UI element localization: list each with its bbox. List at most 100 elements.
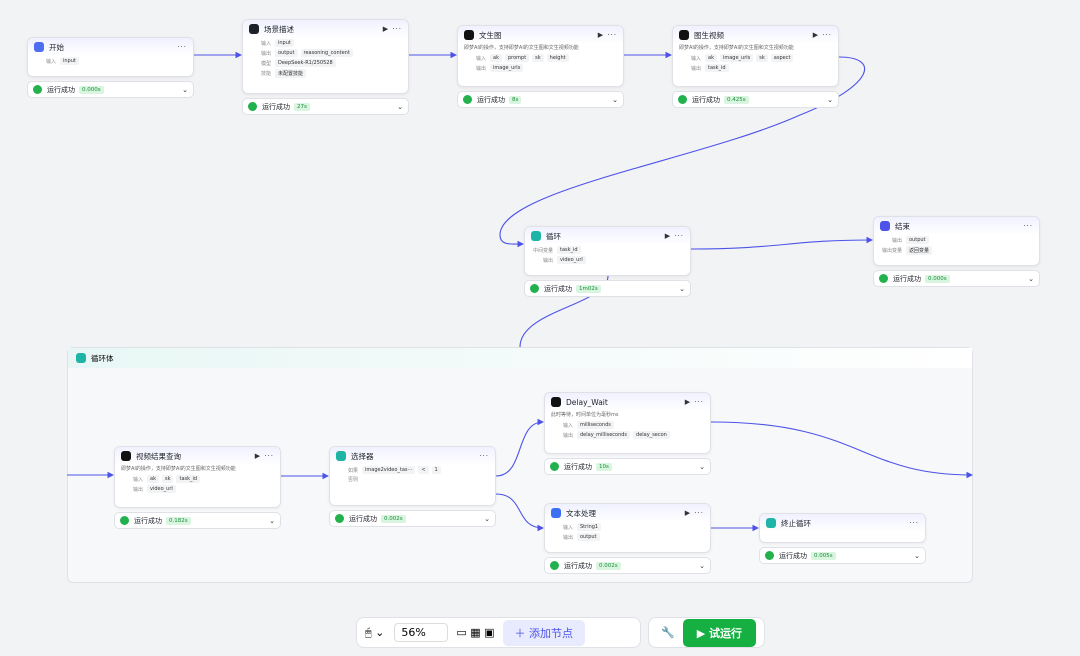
expand-icon[interactable]: ⌄: [269, 516, 275, 525]
status-text: 运行成功: [349, 514, 377, 523]
param-label: 输入: [132, 476, 143, 483]
workflow-node[interactable]: 终止循环 ···: [759, 513, 926, 543]
node-actions[interactable]: ▶ ···: [382, 25, 402, 33]
expand-icon[interactable]: ⌄: [1028, 274, 1034, 283]
icon-buttons[interactable]: ▭ ▦ ▣: [456, 626, 495, 639]
node-actions[interactable]: ▶ ···: [812, 31, 832, 39]
param-tag: ak: [705, 54, 717, 62]
loop-title: 循环体: [91, 353, 114, 363]
run-status[interactable]: 运行成功 1m02s ⌄: [524, 280, 691, 297]
settings-icon[interactable]: 🔧: [661, 626, 675, 639]
node-actions[interactable]: ▶ ···: [597, 31, 617, 39]
run-time: 0.002s: [596, 561, 621, 570]
edge: [690, 236, 874, 250]
status-icon: [550, 462, 559, 471]
workflow-node[interactable]: 循环 ▶ ··· 中间变量 task_id 输出 video_url: [524, 226, 691, 276]
workflow-node[interactable]: 选择器 ··· 如果 image2video_tas··· <1 否则: [329, 446, 496, 506]
node-title: 场景描述: [264, 24, 294, 34]
status-icon: [530, 284, 539, 293]
node-actions[interactable]: ···: [1023, 222, 1033, 230]
expand-icon[interactable]: ⌄: [699, 561, 705, 570]
run-status[interactable]: 运行成功 0.425s ⌄: [672, 91, 839, 108]
zoom[interactable]: 56%: [394, 623, 449, 642]
node-actions[interactable]: ···: [479, 452, 489, 460]
param-row: 输入 ak sk task_id: [115, 474, 280, 484]
status-text: 运行成功: [477, 95, 505, 104]
param-row: 输入 input: [243, 38, 408, 48]
run-time: 10s: [596, 462, 612, 471]
run-status[interactable]: 运行成功 27s ⌄: [242, 98, 409, 115]
param-row: 否则: [330, 475, 495, 484]
expand-icon[interactable]: ⌄: [699, 462, 705, 471]
expand-icon[interactable]: ⌄: [484, 514, 490, 523]
status-text: 运行成功: [544, 284, 572, 293]
run-status[interactable]: 运行成功 0.000s ⌄: [873, 270, 1040, 287]
node-title: Delay_Wait: [566, 397, 608, 407]
edge: [495, 418, 545, 477]
run-time: 8s: [509, 95, 522, 104]
node-header: 终止循环 ···: [760, 514, 925, 532]
workflow-node[interactable]: Delay_Wait ▶ ··· 此时等待，时间单位为毫秒ms 输入 milliseco…: [544, 392, 711, 454]
test-run-button[interactable]: ▶ 试运行: [682, 618, 756, 647]
param-label: 输出: [690, 65, 701, 72]
expand-icon[interactable]: ⌄: [679, 284, 685, 293]
param-tag: sk: [756, 54, 768, 62]
workflow-node[interactable]: 场景描述 ▶ ··· 输入 input 输出 output reasoning_conten…: [242, 19, 409, 94]
status-text: 运行成功: [692, 95, 720, 104]
param-label: 否则: [347, 477, 358, 483]
workflow-node[interactable]: 图生视频 ▶ ··· 即梦AI的操作，支持即梦AI的文生图和文生视频功能 输入 ak im…: [672, 25, 839, 87]
param-tag: image_urls: [719, 54, 754, 62]
run-status[interactable]: 运行成功 0.005s ⌄: [759, 547, 926, 564]
node-header: 文本处理 ▶ ···: [545, 504, 710, 522]
run-status[interactable]: 运行成功 0.182s ⌄: [114, 512, 281, 529]
node-description: 即梦AI的操作，支持即梦AI的文生图和文生视频功能: [121, 466, 236, 472]
node-title: 文生图: [479, 30, 502, 40]
node-description: 即梦AI的操作，支持即梦AI的文生图和文生视频功能: [464, 45, 579, 51]
expand-icon[interactable]: ⌄: [914, 551, 920, 560]
add-node-button[interactable]: ＋ 添加节点: [502, 619, 586, 646]
node-header: 结束 ···: [874, 217, 1039, 235]
node-actions[interactable]: ···: [177, 43, 187, 51]
run-status[interactable]: 运行成功 0.002s ⌄: [544, 557, 711, 574]
node-header: 图生视频 ▶ ···: [673, 26, 838, 44]
node-icon: [464, 30, 474, 40]
workflow-node[interactable]: 结束 ··· 输出 output 输出变量 返回变量: [873, 216, 1040, 266]
node-header: 视频结果查询 ▶ ···: [115, 447, 280, 465]
param-tag: image_urls: [490, 64, 524, 72]
param-label: 输出: [562, 432, 573, 439]
node-actions[interactable]: ···: [909, 519, 919, 527]
workflow-node[interactable]: 视频结果查询 ▶ ··· 即梦AI的操作，支持即梦AI的文生图和文生视频功能输入 ak…: [114, 446, 281, 508]
run-status[interactable]: 运行成功 0.000s ⌄: [27, 81, 194, 98]
param-label: 输入: [260, 40, 271, 47]
workflow-node[interactable]: 文生图 ▶ ··· 即梦AI的操作，支持即梦AI的文生图和文生视频功能 输入 ak pro…: [457, 25, 624, 87]
node-actions[interactable]: ▶ ···: [254, 452, 274, 460]
node-title: 选择器: [351, 451, 374, 461]
param-row: 输出 task_id: [673, 63, 838, 73]
workflow-node[interactable]: 文本处理 ▶ ··· 输入 String1 输出 output: [544, 503, 711, 553]
param-row: 技能 未配置技能: [243, 68, 408, 79]
node-header: 循环 ▶ ···: [525, 227, 690, 245]
expand-icon[interactable]: ⌄: [612, 95, 618, 104]
node-icon: [679, 30, 689, 40]
status-icon: [33, 85, 42, 94]
node-header: 开始 ···: [28, 38, 193, 56]
mouse-icon[interactable]: 🖱 ⌄: [365, 625, 385, 639]
node-title: 循环: [546, 231, 561, 241]
loop-header: 循环体: [68, 348, 972, 368]
expand-icon[interactable]: ⌄: [397, 102, 403, 111]
param-label: 输出变量: [881, 248, 902, 254]
node-actions[interactable]: ▶ ···: [664, 232, 684, 240]
status-text: 运行成功: [262, 102, 290, 111]
node-actions[interactable]: ▶ ···: [684, 398, 704, 406]
run-status[interactable]: 运行成功 8s ⌄: [457, 91, 624, 108]
expand-icon[interactable]: ⌄: [827, 95, 833, 104]
node-actions[interactable]: ▶ ···: [684, 509, 704, 517]
run-status[interactable]: 运行成功 10s ⌄: [544, 458, 711, 475]
expand-icon[interactable]: ⌄: [182, 85, 188, 94]
status-icon: [335, 514, 344, 523]
run-bar: 🔧 ▶ 试运行: [648, 617, 765, 648]
param-label: 技能: [260, 71, 271, 77]
run-status[interactable]: 运行成功 0.002s ⌄: [329, 510, 496, 527]
workflow-node[interactable]: 开始 ··· 输入 input: [27, 37, 194, 77]
node-title: 终止循环: [781, 518, 811, 528]
